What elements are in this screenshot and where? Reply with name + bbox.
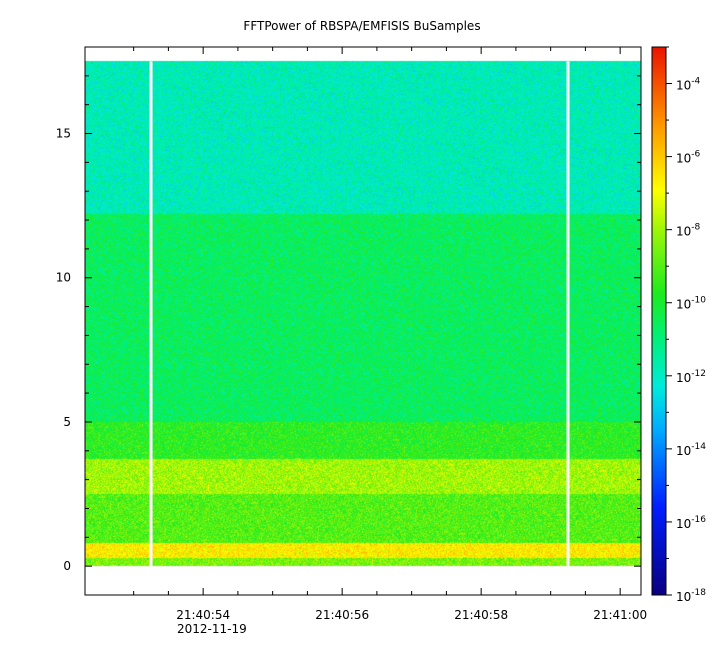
spectrogram-heatmap <box>85 47 641 595</box>
x-tick-label: 21:40:56 <box>315 608 369 622</box>
y-tick-label: 15 <box>56 127 71 141</box>
colorbar: 10-4 10-6 10-8 10-10 10-12 10-14 10-16 10-18 <box>651 46 706 604</box>
x-tick-label: 21:40:58 <box>454 608 508 622</box>
y-tick-label: 5 <box>63 415 71 429</box>
x-axis: 2012-11-19 21:40:54 21:40:56 21:40:58 21:41… <box>133 47 647 636</box>
colorbar-gradient <box>652 47 666 595</box>
x-axis-date-label: 2012-11-19 <box>177 622 247 636</box>
spectrogram-plot-area <box>84 46 642 596</box>
y-axis: 0 5 10 15 <box>56 46 641 573</box>
data-gap-stripe <box>566 61 570 567</box>
colorbar-tick-label: 10-16 <box>676 515 706 531</box>
colorbar-tick-label: 10-10 <box>676 296 706 312</box>
data-gap-stripe <box>149 61 153 567</box>
x-tick-label: 21:40:54 <box>176 608 230 622</box>
chart-title: FFTPower of RBSPA/EMFISIS BuSamples <box>243 19 480 33</box>
y-tick-label: 0 <box>63 559 71 573</box>
colorbar-tick-label: 10-4 <box>676 77 701 93</box>
y-tick-label: 10 <box>56 271 71 285</box>
x-tick-label: 21:41:00 <box>593 608 647 622</box>
colorbar-tick-label: 10-14 <box>676 442 706 458</box>
colorbar-tick-label: 10-12 <box>676 369 706 385</box>
colorbar-tick-label: 10-8 <box>676 223 701 239</box>
colorbar-frame <box>651 46 667 596</box>
colorbar-tick-label: 10-6 <box>676 150 701 166</box>
colorbar-tick-label: 10-18 <box>676 588 706 604</box>
plot-frame <box>84 46 642 596</box>
